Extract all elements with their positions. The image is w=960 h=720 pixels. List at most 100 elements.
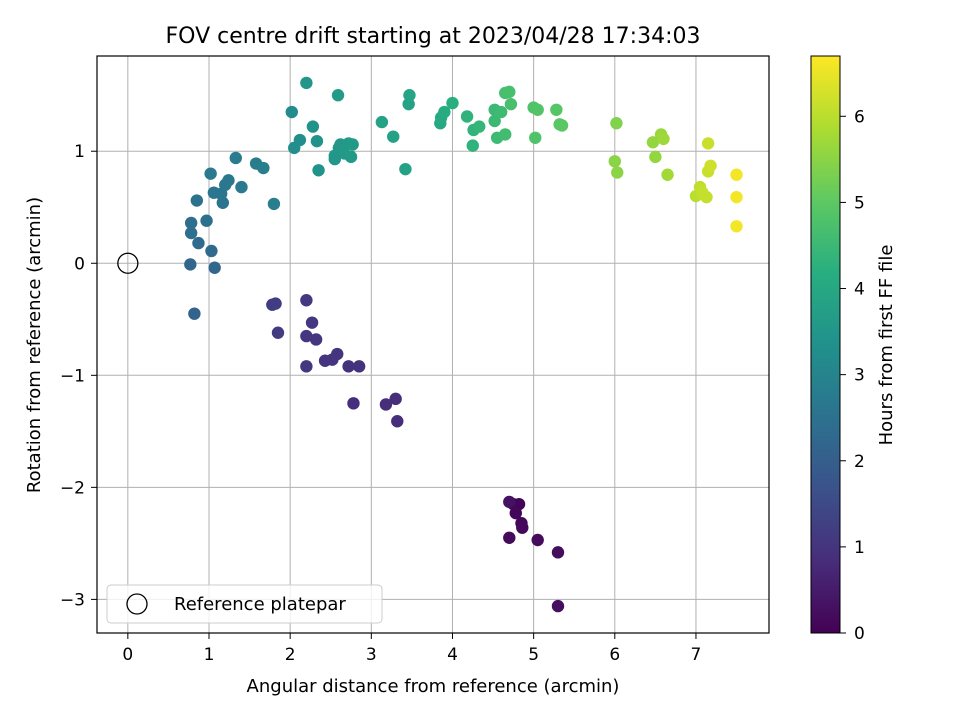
data-point [704,159,717,172]
data-point [389,392,402,406]
data-point [730,190,743,204]
plot-frame [96,55,770,634]
x-tick-label: 4 [447,645,458,665]
data-point [646,136,660,149]
data-point [375,115,389,129]
chart-title: FOV centre drift starting at 2023/04/28 … [166,24,701,49]
x-tick-label: 1 [204,645,215,665]
legend-entry-reference-platepar: Reference platepar [174,594,346,615]
x-tick-label: 3 [366,645,377,665]
colorbar-tick-label: 0 [854,624,865,644]
data-point [293,133,307,147]
data-point [200,214,213,227]
y-tick-label: −3 [60,590,85,610]
x-tick-label: 5 [528,645,539,665]
data-point [402,97,415,111]
data-point [611,166,624,179]
legend-box [106,584,383,624]
data-point [555,119,569,132]
data-point [344,150,358,164]
data-point [657,132,670,146]
x-tick-label: 7 [691,645,702,665]
data-point [312,164,325,177]
colorbar: 0 1 2 3 4 5 6 Hours from first FF file [810,55,897,644]
data-point [391,415,404,428]
colorbar-ticks: 0 1 2 3 4 5 6 [840,107,865,644]
y-axis-ticks: −3 −2 −1 0 1 [60,142,97,610]
data-point [222,174,235,187]
data-point [730,168,743,181]
data-point [352,360,366,373]
data-point [531,103,544,116]
colorbar-tick-label: 5 [854,193,865,213]
data-point [300,329,313,343]
data-point [204,167,217,180]
colorbar-tick-label: 2 [854,452,865,472]
x-axis-label: Angular distance from reference (arcmin) [247,676,620,697]
data-point [318,354,332,367]
data-point [551,546,565,559]
data-point [190,194,204,207]
data-point [208,261,221,274]
x-tick-label: 0 [122,645,133,665]
data-point [269,297,282,310]
data-point [306,120,320,133]
x-tick-label: 2 [285,645,296,665]
y-axis-label: Rotation from reference (arcmin) [24,197,45,493]
data-point [494,105,508,119]
data-point [503,85,516,99]
data-point [379,398,393,411]
colorbar-gradient [810,55,841,634]
data-point [516,521,529,534]
y-tick-label: 0 [74,254,85,274]
data-point [399,162,412,176]
data-point [271,326,285,339]
legend: Reference platepar [106,584,383,624]
data-point [342,360,355,373]
data-point [661,168,674,181]
colorbar-tick-label: 1 [854,538,865,558]
data-point [438,105,451,119]
colorbar-tick-label: 6 [854,107,865,127]
data-point [309,333,323,346]
data-point [446,96,459,110]
data-point [503,531,516,544]
data-point [300,294,313,307]
data-point [499,128,512,141]
data-point [347,397,360,410]
reference-platepar-marker [117,252,139,274]
data-point [473,120,486,133]
data-point [730,220,743,233]
data-point [488,114,501,128]
data-point [700,190,713,204]
data-point [460,110,474,123]
colorbar-tick-label: 3 [854,366,865,386]
data-point [235,180,248,194]
data-point [188,307,201,320]
data-point [504,97,518,111]
data-point [300,360,313,373]
data-point [509,506,522,520]
data-point [184,226,198,240]
data-point [267,197,281,211]
data-point [205,244,218,258]
data-point [551,599,565,613]
data-point [285,105,298,119]
data-point [257,161,270,175]
data-point [701,137,715,150]
y-tick-label: 1 [74,142,85,162]
data-points [117,76,743,613]
data-point [331,89,345,102]
data-point [229,151,242,165]
data-point [550,103,563,116]
data-point [610,117,623,130]
data-point [608,155,621,168]
data-point [403,89,416,102]
data-point [305,316,319,329]
data-point [649,150,662,164]
data-point [387,130,400,143]
y-tick-label: −2 [60,478,85,498]
data-point [346,138,359,151]
data-point [192,236,205,250]
